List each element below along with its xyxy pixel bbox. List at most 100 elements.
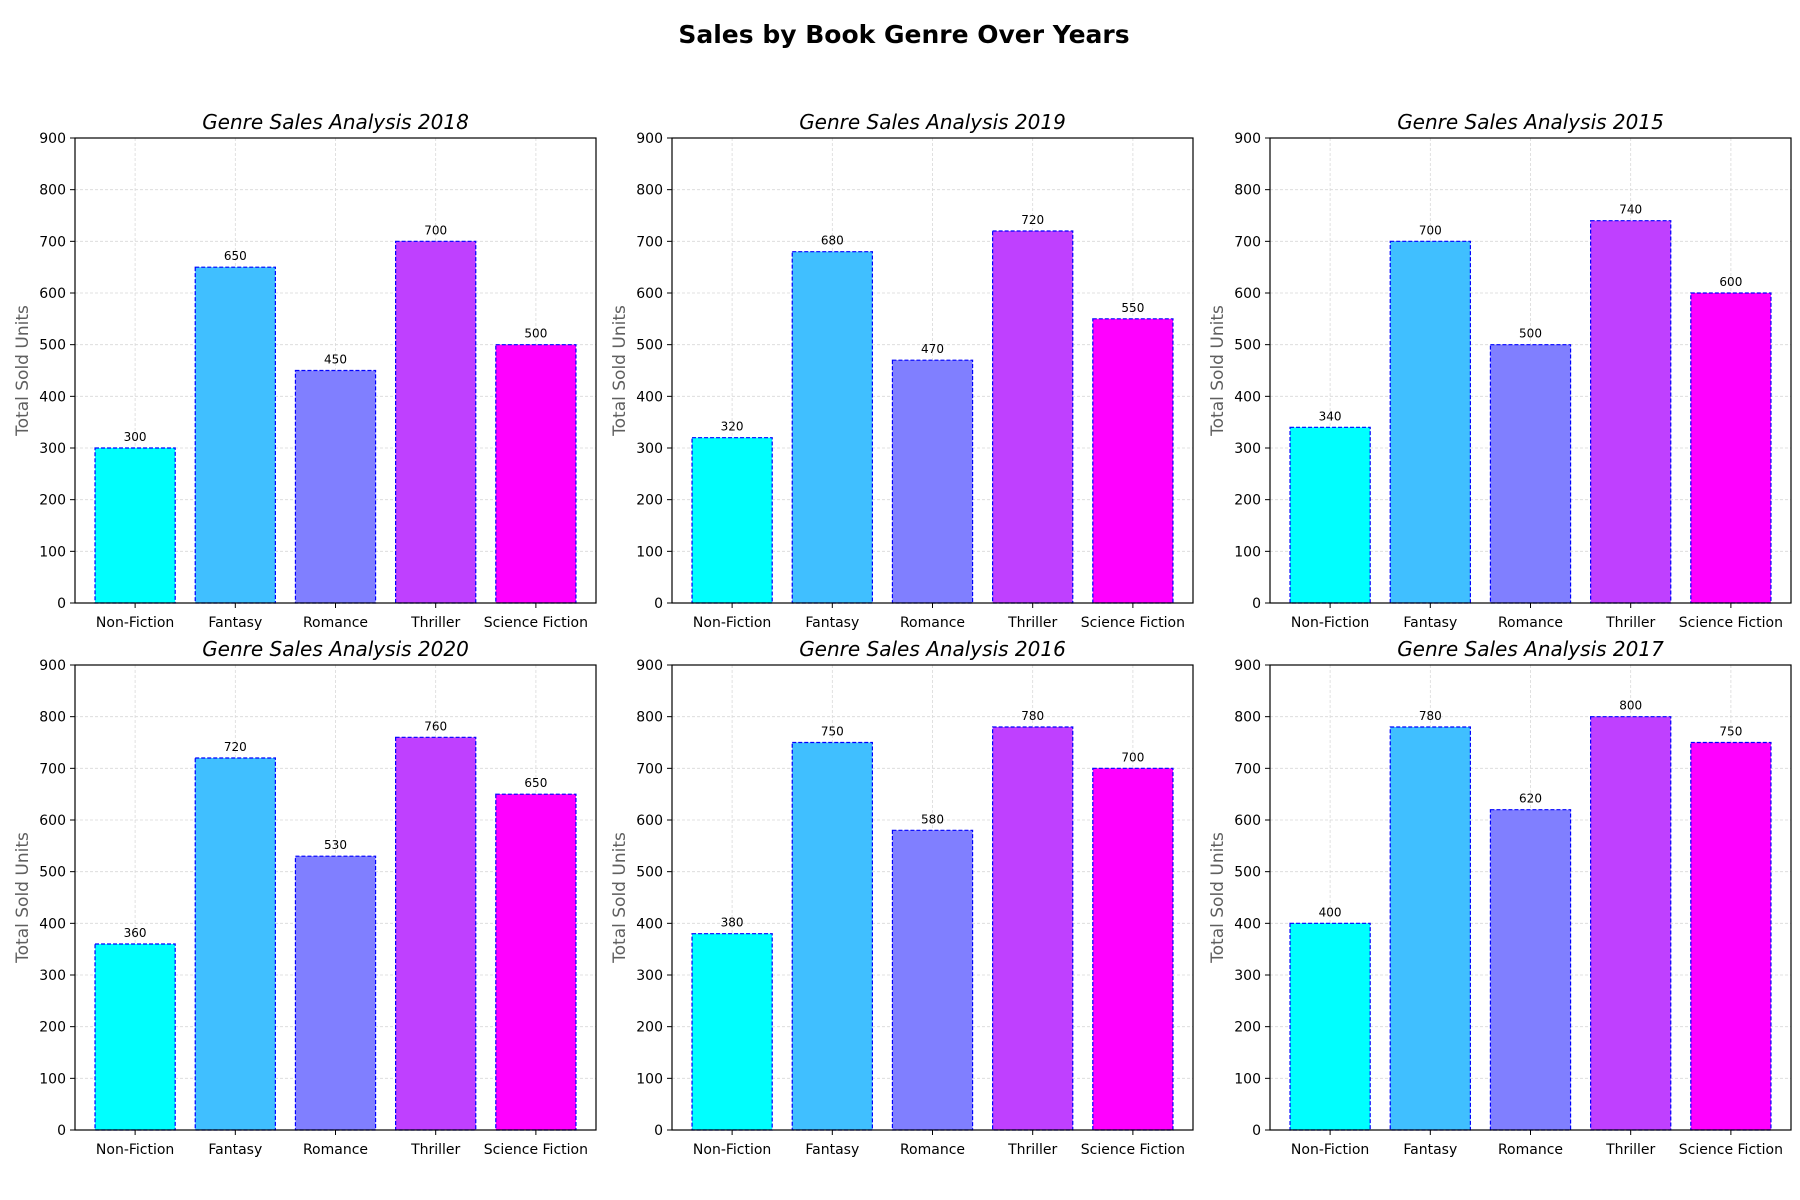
data-label: 340 (1319, 409, 1342, 423)
bar-thriller (395, 240, 477, 604)
x-tick-label: Thriller (410, 1142, 460, 1158)
bar-fantasy (791, 251, 873, 604)
x-tick-label: Non-Fiction (1291, 615, 1369, 631)
subplot-grid: 300 650 450 700 500 0 100 200 300 400 500 600 700 800… (13, 110, 1792, 1158)
y-tick-label: 500 (636, 338, 663, 354)
x-tick-label: Romance (303, 615, 368, 631)
y-tick-label: 0 (654, 596, 663, 612)
subplot-3: 340 700 500 740 600 0 100 200 300 400 500 600 700 800… (1208, 110, 1792, 631)
y-tick-label: 500 (39, 865, 66, 881)
subplot-title: Genre Sales Analysis 2017 (1397, 637, 1664, 661)
x-tick-label: Fantasy (1403, 615, 1457, 631)
bar-science-fiction (1092, 318, 1174, 604)
y-tick-label: 300 (1234, 968, 1261, 984)
y-tick-label: 300 (636, 968, 663, 984)
data-label: 760 (424, 719, 447, 733)
bar-science-fiction (495, 793, 577, 1131)
bar-romance (1489, 809, 1572, 1131)
x-tick-label: Science Fiction (484, 1142, 588, 1158)
data-label: 750 (1719, 725, 1742, 739)
data-label: 650 (524, 776, 547, 790)
data-label: 300 (124, 430, 147, 444)
data-label: 620 (1519, 792, 1542, 806)
data-label: 530 (324, 838, 347, 852)
y-tick-label: 300 (39, 441, 66, 457)
y-tick-label: 100 (636, 544, 663, 560)
y-tick-label: 800 (1234, 183, 1261, 199)
data-label: 320 (721, 420, 744, 434)
y-tick-label: 100 (1234, 1071, 1261, 1087)
bar-science-fiction (1690, 741, 1772, 1131)
y-tick-label: 200 (39, 1020, 66, 1036)
bar-non-fiction (1289, 922, 1371, 1131)
bar-non-fiction (691, 933, 773, 1131)
y-axis-label: Total Sold Units (610, 305, 630, 437)
subplot-title: Genre Sales Analysis 2019 (799, 110, 1066, 134)
y-tick-label: 0 (1252, 596, 1261, 612)
y-axis-label: Total Sold Units (13, 832, 33, 964)
data-label: 740 (1619, 203, 1642, 217)
y-axis-label: Total Sold Units (1208, 305, 1228, 437)
y-tick-label: 200 (636, 493, 663, 509)
x-tick-label: Romance (1498, 615, 1563, 631)
x-tick-label: Thriller (410, 615, 460, 631)
y-tick-label: 500 (1234, 865, 1261, 881)
data-label: 500 (1519, 327, 1542, 341)
x-tick-label: Non-Fiction (1291, 1142, 1369, 1158)
bar-fantasy (194, 757, 276, 1131)
y-tick-label: 900 (636, 658, 663, 674)
subplot-6: 400 780 620 800 750 0 100 200 300 400 500 600 700 800… (1208, 637, 1792, 1158)
y-tick-label: 700 (1234, 761, 1261, 777)
y-tick-label: 100 (39, 544, 66, 560)
y-tick-label: 200 (39, 493, 66, 509)
y-tick-label: 600 (1234, 813, 1261, 829)
y-tick-label: 200 (636, 1020, 663, 1036)
data-label: 380 (721, 916, 744, 930)
bar-romance (294, 855, 377, 1131)
y-tick-label: 400 (636, 916, 663, 932)
x-tick-label: Science Fiction (484, 615, 588, 631)
y-tick-label: 600 (636, 286, 663, 302)
x-tick-label: Fantasy (208, 1142, 262, 1158)
subplot-title: Genre Sales Analysis 2015 (1397, 110, 1664, 134)
x-tick-label: Romance (900, 1142, 965, 1158)
data-label: 550 (1121, 301, 1144, 315)
y-tick-label: 100 (636, 1071, 663, 1087)
x-tick-label: Thriller (1605, 615, 1655, 631)
y-tick-label: 400 (1234, 389, 1261, 405)
bar-romance (294, 369, 377, 604)
y-tick-label: 200 (1234, 1020, 1261, 1036)
y-tick-label: 600 (39, 286, 66, 302)
x-tick-label: Romance (900, 615, 965, 631)
data-label: 650 (224, 249, 247, 263)
y-tick-label: 600 (39, 813, 66, 829)
x-tick-label: Science Fiction (1679, 615, 1783, 631)
x-tick-label: Fantasy (805, 1142, 859, 1158)
y-axis-label: Total Sold Units (13, 305, 33, 437)
data-label: 720 (1021, 213, 1044, 227)
y-axis-label: Total Sold Units (1208, 832, 1228, 964)
bar-fantasy (1389, 240, 1471, 604)
data-label: 360 (124, 926, 147, 940)
data-label: 780 (1419, 709, 1442, 723)
x-tick-label: Non-Fiction (693, 615, 771, 631)
data-label: 580 (921, 812, 944, 826)
x-tick-label: Fantasy (208, 615, 262, 631)
data-label: 500 (524, 327, 547, 341)
x-tick-label: Non-Fiction (96, 1142, 174, 1158)
subplot-5: 380 750 580 780 700 0 100 200 300 400 500 600 700 800… (610, 637, 1194, 1158)
bar-non-fiction (691, 437, 773, 604)
y-tick-label: 600 (636, 813, 663, 829)
y-tick-label: 700 (39, 234, 66, 250)
bar-non-fiction (94, 447, 176, 604)
y-tick-label: 600 (1234, 286, 1261, 302)
x-tick-label: Thriller (1007, 615, 1057, 631)
data-label: 470 (921, 342, 944, 356)
y-tick-label: 400 (39, 916, 66, 932)
subplot-2: 320 680 470 720 550 0 100 200 300 400 500 600 700 800… (610, 110, 1194, 631)
y-tick-label: 900 (39, 131, 66, 147)
y-tick-label: 900 (39, 658, 66, 674)
bar-fantasy (791, 741, 873, 1131)
bar-non-fiction (94, 943, 176, 1131)
y-tick-label: 700 (1234, 234, 1261, 250)
